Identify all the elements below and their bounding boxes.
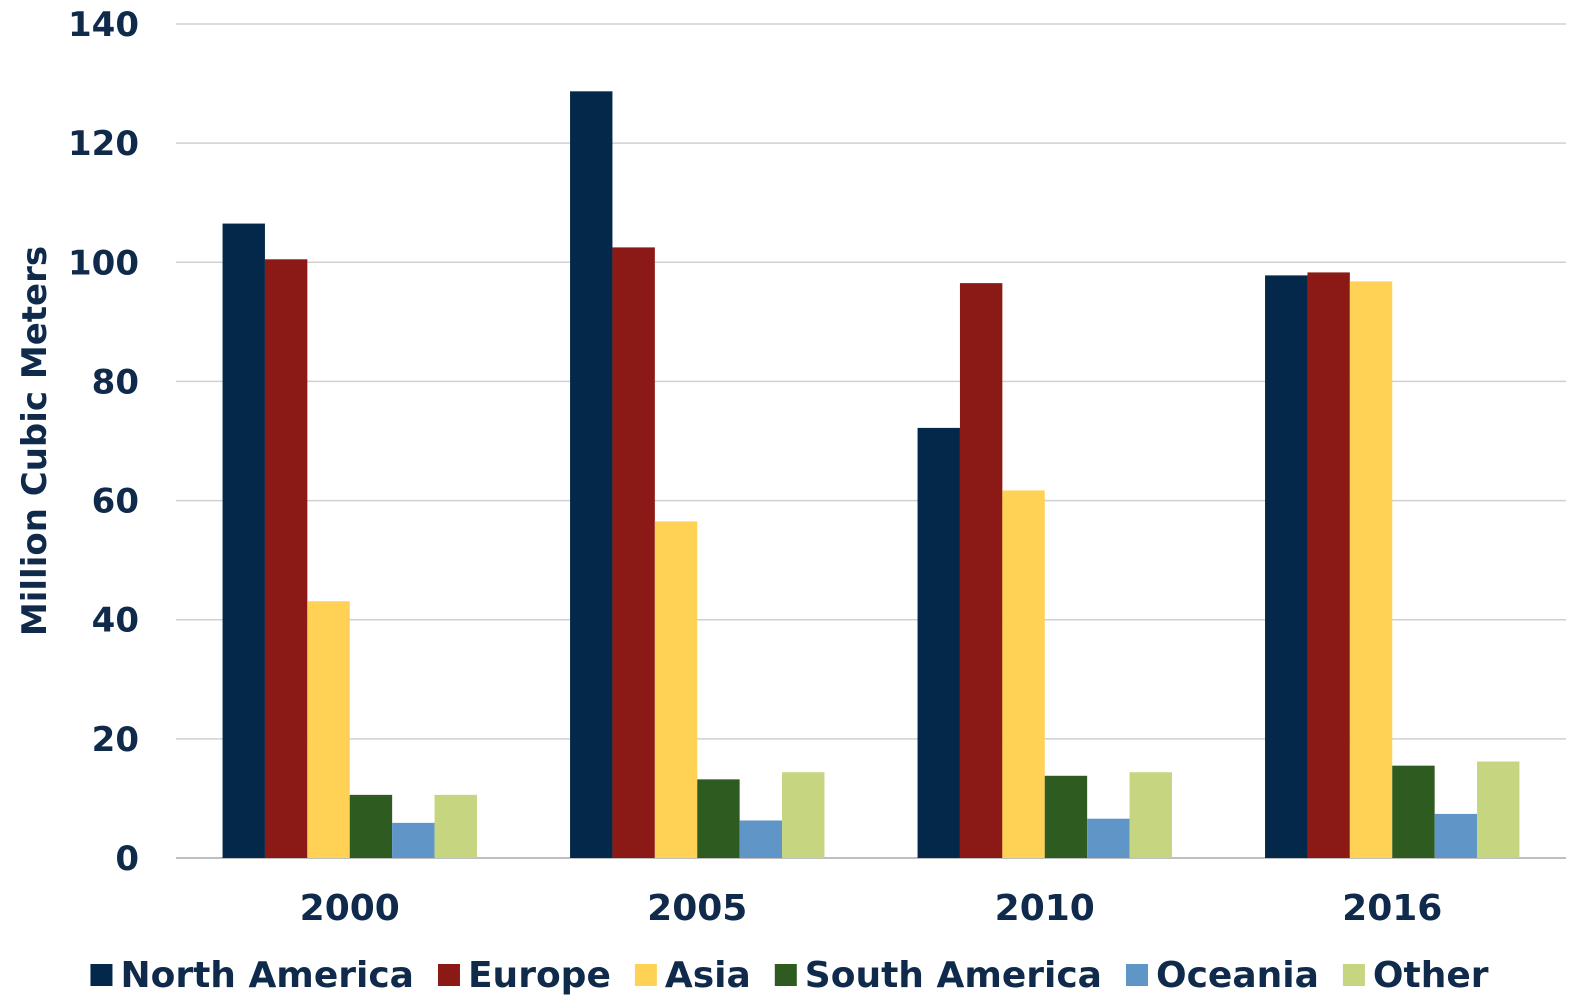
bar-oceania-2016 [1434,813,1478,858]
y-tick-label: 140 [68,5,139,45]
legend-label: North America [120,955,414,996]
bar-other-2005 [782,772,825,858]
legend-swatch-other [1342,964,1365,986]
legend-swatch-asia [634,964,657,986]
x-tick-label: 2010 [995,888,1095,929]
bar-asia-2000 [307,601,350,858]
legend-label: Other [1373,955,1489,996]
bar-south-america-2000 [349,794,393,858]
bar-oceania-2005 [739,820,783,858]
x-tick-label: 2016 [1342,888,1442,929]
x-axis-ticks: 2000 2005 2010 2016 [300,888,1443,929]
bar-north-america-2016 [1265,275,1308,858]
y-tick-label: 100 [68,243,139,283]
x-tick-label: 2005 [647,888,747,929]
bar-north-america-2000 [222,223,265,859]
bar-other-2010 [1129,772,1172,858]
bar-oceania-2010 [1087,818,1130,858]
bar-asia-2005 [654,521,698,858]
y-axis-ticks: 0 20 40 60 80 100 120 140 [68,5,139,879]
y-tick-label: 40 [92,601,139,641]
y-tick-label: 80 [92,362,139,402]
bar-europe-2005 [612,247,655,859]
bar-europe-2016 [1307,272,1350,859]
legend: North America Europe Asia South America Ocea… [90,955,1489,996]
bars [222,91,1520,859]
bar-asia-2010 [1002,490,1045,858]
bar-europe-2010 [959,283,1003,858]
y-tick-label: 120 [68,124,139,164]
legend-swatch-south-america [774,964,797,986]
bar-south-america-2010 [1044,775,1088,858]
legend-swatch-europe [437,964,460,986]
y-axis-label: Million Cubic Meters [15,246,55,636]
bar-south-america-2005 [697,779,740,858]
legend-label: Europe [468,955,611,996]
bar-other-2016 [1477,761,1520,858]
bar-north-america-2005 [570,91,613,858]
y-tick-label: 20 [92,720,139,760]
legend-swatch-oceania [1125,964,1148,986]
legend-swatch-north-america [90,964,113,986]
y-tick-label: 0 [115,839,139,879]
bar-europe-2000 [264,259,308,858]
legend-label: Oceania [1156,955,1319,996]
x-tick-label: 2000 [300,888,400,929]
bar-asia-2016 [1349,281,1393,858]
y-tick-label: 60 [92,482,139,522]
bar-oceania-2000 [392,822,435,858]
bar-other-2000 [434,794,477,858]
bar-south-america-2016 [1392,765,1435,858]
legend-label: Asia [665,955,751,996]
bar-north-america-2010 [917,427,960,858]
legend-label: South America [805,955,1102,996]
